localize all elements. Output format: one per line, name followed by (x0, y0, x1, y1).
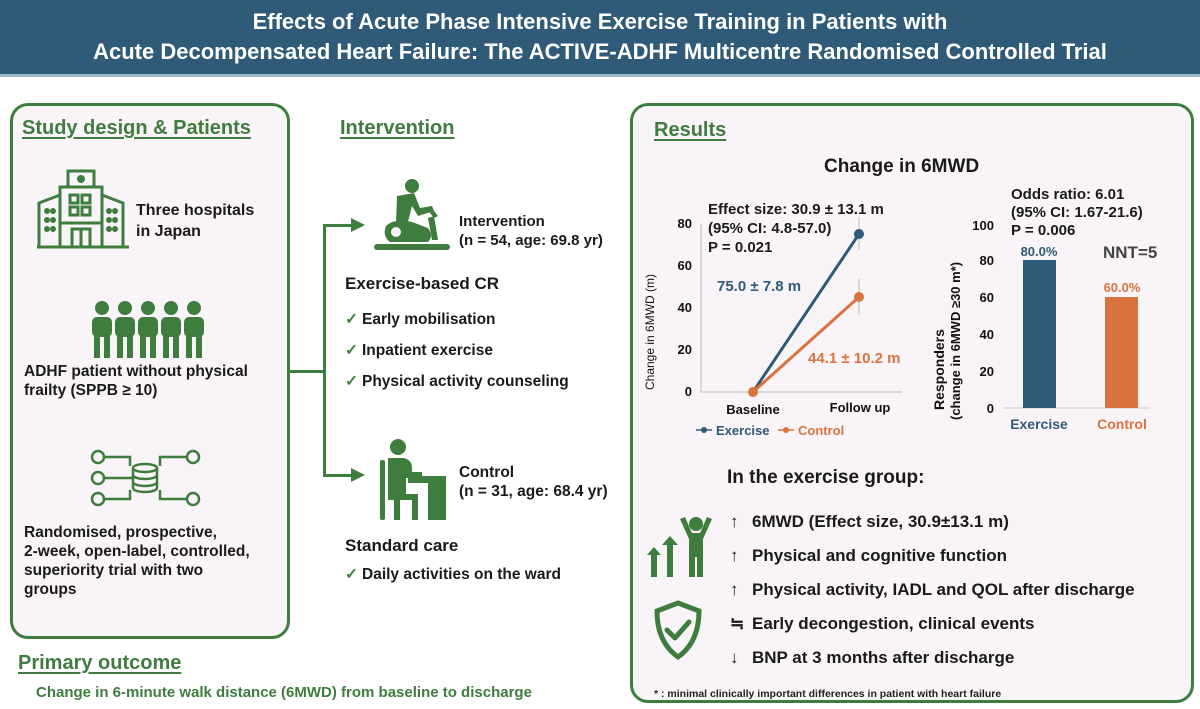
hospital-icon (37, 169, 129, 249)
line-chart-annotation: Effect size: 30.9 ± 13.1 m (95% CI: 4.8-… (708, 201, 884, 256)
standard-care-item: ✓ Daily activities on the ward (345, 566, 561, 583)
increase-arrow-icon: ↑ (730, 512, 739, 531)
connector-horizontal (290, 370, 325, 373)
exercise-cr-heading: Exercise-based CR (345, 274, 500, 293)
hospitals-line-1: Three hospitals (136, 202, 255, 219)
exercise-cr-item: ✓ Physical activity counseling (345, 373, 569, 390)
seated-person-icon (380, 439, 446, 520)
svg-text:Responders: Responders (931, 329, 947, 410)
hospitals-text: Three hospitals in Japan (136, 200, 254, 242)
bar-chart-annotation: Odds ratio: 6.01 (95% CI: 1.67-21.6) P =… (1011, 186, 1143, 239)
summary-item: ↑ Physical and cognitive function (730, 539, 1135, 573)
svg-text:80.0%: 80.0% (1021, 244, 1058, 259)
arrow-to-intervention-icon (351, 218, 365, 232)
svg-text:Baseline: Baseline (726, 402, 779, 417)
hospitals-line-2: in Japan (136, 223, 201, 240)
increase-arrow-icon: ↑ (730, 580, 739, 599)
summary-item: ↑ Physical activity, IADL and QOL after d… (730, 573, 1135, 607)
svg-text:Exercise: Exercise (716, 423, 770, 438)
randomisation-network-icon (90, 449, 201, 507)
svg-text:80: 80 (678, 216, 692, 231)
svg-text:0: 0 (987, 401, 994, 416)
control-group-detail: (n = 31, age: 68.4 yr) (459, 483, 608, 500)
svg-text:60.0%: 60.0% (1104, 280, 1141, 295)
patients-line-2: frailty (SPPB ≥ 10) (24, 382, 158, 399)
svg-text:40: 40 (980, 327, 994, 342)
trial-line: 2-week, open-label, controlled, (24, 543, 250, 560)
intervention-group-label: Intervention (459, 213, 545, 230)
patients-text: ADHF patient without physical frailty (S… (24, 362, 248, 400)
exercise-cr-item: ✓ Inpatient exercise (345, 342, 493, 359)
approx-equal-icon: ≒ (730, 614, 745, 633)
connector-vertical (323, 224, 326, 476)
line-chart-ylabel: Change in 6MWD (m) (643, 274, 657, 390)
shield-check-icon (654, 600, 702, 660)
decrease-arrow-icon: ↓ (730, 648, 739, 667)
intervention-group-info: Intervention (n = 54, age: 69.8 yr) (459, 212, 603, 250)
svg-text:60: 60 (678, 258, 692, 273)
results-title: Results (654, 119, 727, 141)
nnt-label: NNT=5 (1103, 243, 1158, 262)
trial-line: Randomised, prospective, (24, 524, 217, 541)
standard-care-list: ✓ Daily activities on the ward (345, 565, 561, 584)
patients-group-icon (92, 301, 204, 358)
exercise-cr-list: ✓ Early mobilisation ✓ Inpatient exercise … (345, 304, 569, 397)
svg-text:60: 60 (980, 290, 994, 305)
increase-arrow-icon: ↑ (730, 546, 739, 565)
summary-item: ↑ 6MWD (Effect size, 30.9±13.1 m) (730, 505, 1135, 539)
study-design-title: Study design & Patients (22, 117, 251, 139)
trial-design-text: Randomised, prospective, 2-week, open-la… (24, 523, 250, 599)
results-panel (630, 103, 1194, 703)
chart-title: Change in 6MWD (824, 156, 980, 177)
summary-list: ↑ 6MWD (Effect size, 30.9±13.1 m) ↑ Physic… (730, 505, 1135, 675)
svg-text:20: 20 (980, 364, 994, 379)
exercise-value-label: 75.0 ± 7.8 m (717, 278, 802, 295)
svg-text:Follow up: Follow up (830, 400, 891, 415)
standard-care-heading: Standard care (345, 536, 459, 555)
improvement-person-icon (647, 517, 712, 577)
trial-line: superiority trial with two (24, 562, 204, 579)
svg-text:80: 80 (980, 253, 994, 268)
intervention-title: Intervention (340, 117, 455, 139)
svg-text:20: 20 (678, 342, 692, 357)
svg-text:0: 0 (685, 384, 692, 399)
check-icon: ✓ (345, 311, 358, 328)
title-line-1: Effects of Acute Phase Intensive Exercis… (252, 9, 948, 34)
line-chart: Change in 6MWD (m) 0 20 40 60 80 Baseline Fol… (643, 216, 902, 438)
svg-text:100: 100 (972, 220, 994, 233)
svg-text:Control: Control (1097, 416, 1147, 432)
svg-text:(change in 6MWD ≥30 m*): (change in 6MWD ≥30 m*) (948, 262, 963, 420)
check-icon: ✓ (345, 342, 358, 359)
footnote: * : minimal clinically important differe… (654, 688, 1002, 700)
connector-to-intervention (323, 224, 353, 227)
summary-item: ↓ BNP at 3 months after discharge (730, 641, 1135, 675)
check-icon: ✓ (345, 566, 358, 583)
exercise-cr-item: ✓ Early mobilisation (345, 311, 496, 328)
control-group-label: Control (459, 464, 515, 481)
patients-line-1: ADHF patient without physical (24, 363, 248, 380)
arrow-to-control-icon (351, 468, 365, 482)
svg-text:Exercise: Exercise (1010, 416, 1068, 432)
intervention-group-detail: (n = 54, age: 69.8 yr) (459, 232, 603, 249)
control-value-label: 44.1 ± 10.2 m (808, 350, 901, 367)
title-line-2: Acute Decompensated Heart Failure: The A… (93, 39, 1107, 64)
study-design-panel (10, 103, 290, 639)
connector-to-control (323, 474, 353, 477)
svg-text:40: 40 (678, 300, 692, 315)
control-group-info: Control (n = 31, age: 68.4 yr) (459, 463, 608, 501)
summary-title: In the exercise group: (727, 467, 925, 488)
summary-item: ≒ Early decongestion, clinical events (730, 607, 1135, 641)
svg-text:Control: Control (798, 423, 844, 438)
exercise-bike-icon (374, 179, 450, 250)
trial-line: groups (24, 581, 77, 598)
primary-outcome-text: Change in 6-minute walk distance (6MWD) … (36, 684, 532, 701)
bar-chart: Responders (change in 6MWD ≥30 m*) 0 20 40… (931, 220, 1150, 432)
header-banner: Effects of Acute Phase Intensive Exercis… (0, 0, 1200, 77)
primary-outcome-title: Primary outcome (18, 652, 182, 674)
check-icon: ✓ (345, 373, 358, 390)
